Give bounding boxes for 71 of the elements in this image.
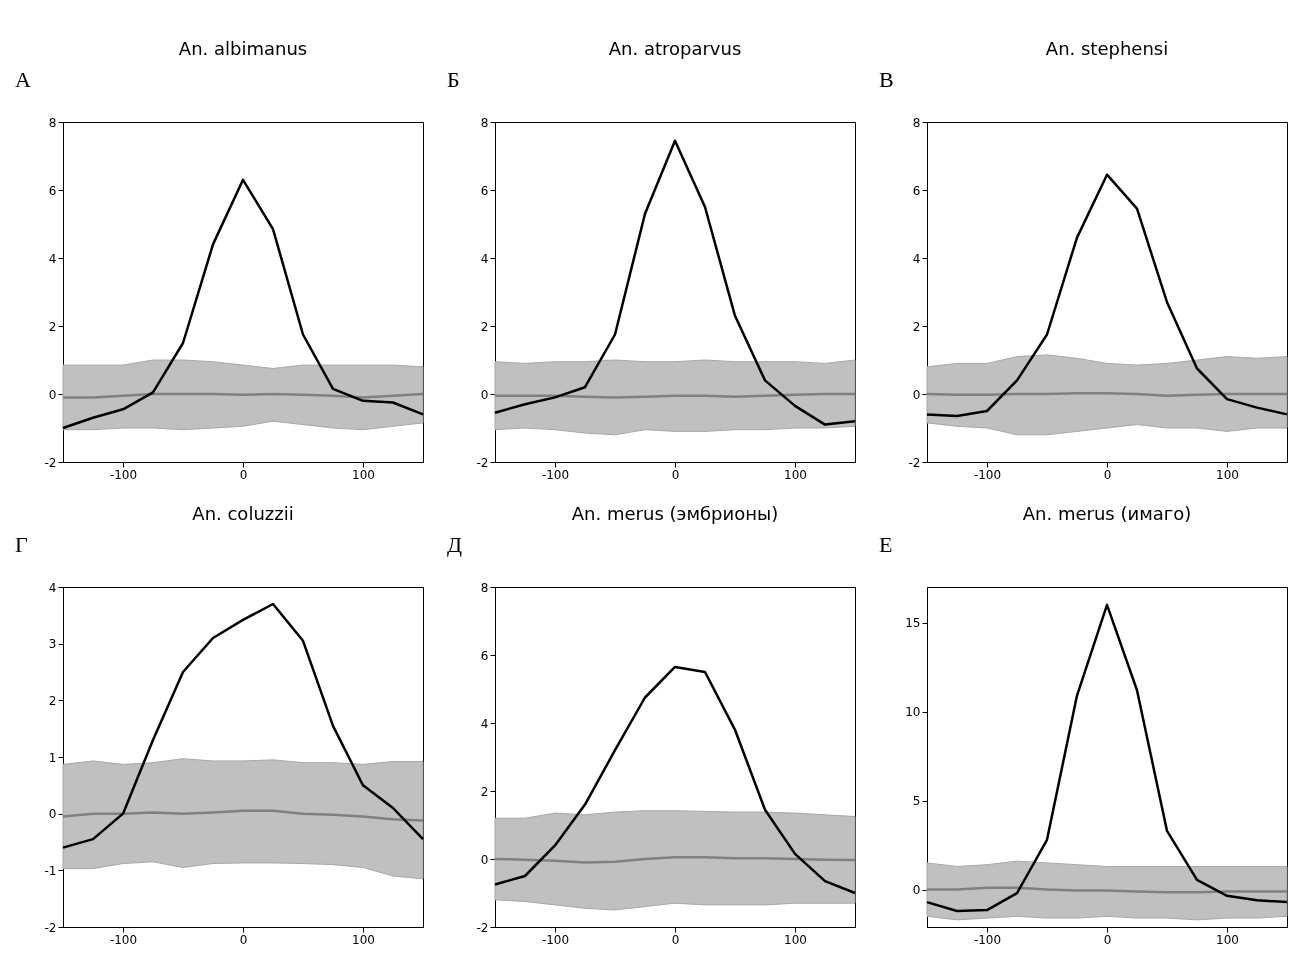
x-tick-label: 100 [352,467,375,482]
text: Е [879,532,893,557]
y-tick-label: -2 [908,455,921,470]
y-tick-label: 2 [48,693,57,708]
line-series [61,809,425,822]
y-tick-label: 0 [912,387,921,402]
x-tick-label: 0 [671,467,680,482]
y-tick-label: 5 [912,794,921,809]
chart-title: An. coluzzii [192,503,294,524]
y-tick-label: 8 [480,115,489,130]
y-tick-label: 8 [48,115,57,130]
x-tick-label: 100 [784,932,807,947]
chart-title: An. merus (эмбрионы) [571,503,779,524]
line-series [925,173,1289,418]
text: В [879,67,894,92]
y-tick-label: 4 [48,251,57,266]
text: Г [15,532,28,557]
line-series [61,602,425,849]
y-tick-label: 4 [912,251,921,266]
y-tick-label: 1 [48,750,57,765]
line-series [925,603,1289,913]
y-tick-label: 6 [480,648,489,663]
y-tick-label: 4 [480,251,489,266]
chart-title: An. merus (имаго) [1022,503,1192,524]
y-tick-label: 0 [48,807,57,822]
x-tick-label: -100 [973,467,1002,482]
y-tick-label: 0 [48,387,57,402]
x-tick-label: 0 [1103,932,1112,947]
y-tick-label: 8 [480,580,489,595]
x-tick-label: 0 [1103,467,1112,482]
y-tick-label: 6 [48,183,57,198]
x-tick-label: -100 [109,467,138,482]
y-tick-label: 10 [905,705,921,720]
chart-title: An. atroparvus [608,38,742,59]
y-tick-label: -1 [44,863,57,878]
y-tick-label: 0 [480,387,489,402]
x-tick-label: 100 [1216,932,1239,947]
y-tick-label: 4 [48,580,57,595]
x-tick-label: -100 [541,467,570,482]
y-tick-label: -2 [44,455,57,470]
chart-title: An. albimanus [178,38,308,59]
x-tick-label: -100 [973,932,1002,947]
y-tick-label: 0 [480,852,489,867]
y-tick-label: -2 [476,920,489,935]
text: Д [447,532,463,557]
text: А [15,67,31,92]
y-tick-label: 2 [480,319,489,334]
y-tick-label: 6 [912,183,921,198]
text: Б [447,67,460,92]
x-tick-label: -100 [541,932,570,947]
y-tick-label: 0 [912,883,921,898]
y-tick-label: 4 [480,716,489,731]
x-tick-label: 0 [239,467,248,482]
y-tick-label: 8 [912,115,921,130]
y-tick-label: 3 [48,637,57,652]
y-tick-label: 15 [905,616,921,631]
line-series [493,139,857,426]
y-tick-label: 2 [480,784,489,799]
x-tick-label: 0 [671,932,680,947]
chart-title: An. stephensi [1045,38,1169,59]
line-series [493,665,857,895]
y-tick-label: 2 [48,319,57,334]
y-tick-label: 6 [480,183,489,198]
x-tick-label: 100 [784,467,807,482]
x-tick-label: 0 [239,932,248,947]
y-tick-label: 2 [912,319,921,334]
y-tick-label: -2 [44,920,57,935]
x-tick-label: 100 [1216,467,1239,482]
y-tick-label: -2 [476,455,489,470]
x-tick-label: -100 [109,932,138,947]
x-tick-label: 100 [352,932,375,947]
